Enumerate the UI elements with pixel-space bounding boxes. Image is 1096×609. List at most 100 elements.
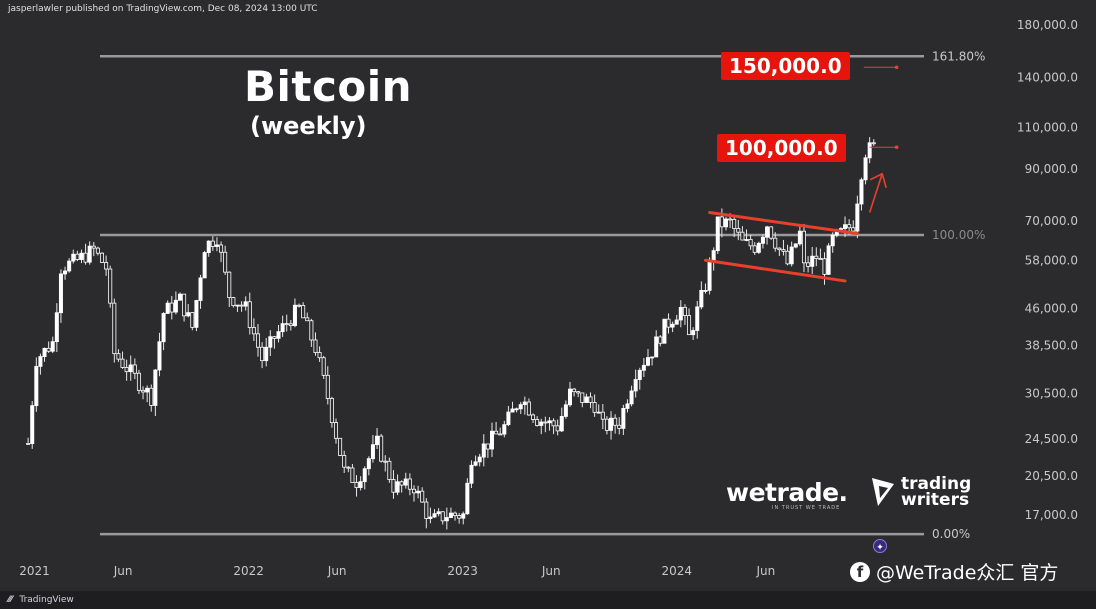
candle-body — [128, 364, 133, 373]
time-tick-label: 2024 — [661, 564, 692, 578]
candle-body — [801, 230, 806, 264]
candle-body — [375, 435, 380, 446]
candle-body — [157, 341, 162, 371]
candle-body — [83, 252, 88, 263]
candle-body — [79, 252, 84, 260]
time-tick-label: Jun — [755, 564, 775, 578]
candle-body — [789, 246, 794, 265]
candle-body — [227, 271, 232, 299]
candle-body — [744, 239, 749, 241]
candle-body — [116, 353, 121, 360]
candle-body — [728, 218, 733, 221]
channel-trendline[interactable] — [708, 211, 859, 235]
candle-body — [633, 379, 638, 392]
candle-body — [214, 244, 219, 247]
candle-body — [650, 356, 655, 359]
candle-body — [609, 417, 614, 431]
candle-body — [613, 417, 618, 426]
candle-body — [756, 242, 761, 253]
candle-body — [186, 312, 191, 317]
candle-body — [502, 424, 507, 435]
candle-body — [822, 258, 827, 275]
candle-body — [863, 157, 868, 181]
candle-body — [30, 405, 35, 444]
price-tick-label: 70,000.0 — [1025, 214, 1078, 228]
candle-body — [457, 515, 462, 519]
candle-body — [161, 313, 166, 343]
candle-body — [518, 404, 523, 410]
candle-body — [670, 323, 675, 328]
candle-body — [580, 392, 585, 403]
price-tick-label: 58,000.0 — [1025, 253, 1078, 267]
wetrade-tagline: IN TRUST WE TRADE — [772, 505, 841, 511]
candle-body — [272, 336, 277, 339]
candle-body — [559, 416, 564, 432]
candle-body — [719, 216, 724, 228]
candle-body — [567, 388, 572, 406]
candle-body — [645, 357, 650, 366]
candle-body — [485, 443, 490, 450]
candle-body — [555, 425, 560, 432]
candle-body — [198, 277, 203, 301]
candle-body — [432, 513, 437, 518]
event-marker-icon[interactable] — [873, 539, 887, 553]
price-axis[interactable]: 180,000.0 140,000.0 110,000.0 90,000.0 70,00… — [1017, 18, 1078, 522]
candle-body — [395, 481, 400, 493]
candle-body — [510, 408, 515, 413]
candle-body — [247, 301, 252, 328]
candle-body — [321, 357, 326, 376]
candle-body — [108, 268, 113, 304]
upward-arrow-icon[interactable] — [868, 173, 883, 213]
candle-body — [711, 250, 716, 262]
drawings — [703, 65, 899, 283]
candle-body — [461, 513, 466, 519]
time-tick-label: Jun — [113, 564, 133, 578]
candle-body — [284, 323, 289, 326]
fib-level-label: 100.00% — [932, 228, 985, 242]
watermark-text: @WeTrade众汇 官方 — [876, 562, 1059, 584]
candle-body — [535, 419, 540, 426]
candle-body — [292, 304, 297, 327]
candle-body — [469, 464, 474, 484]
candle-body — [526, 401, 531, 416]
candle-body — [141, 389, 146, 393]
publisher-header: jasperlawler published on TradingView.co… — [8, 4, 318, 14]
candle-body — [629, 390, 634, 405]
candle-body — [830, 234, 835, 247]
time-axis[interactable]: 2021 Jun 2022 Jun 2023 Jun 2024 Jun — [19, 564, 775, 578]
candle-body — [387, 460, 392, 480]
target-level-endpoint — [894, 145, 899, 150]
candle-body — [379, 435, 384, 462]
candle-body — [810, 255, 815, 267]
candle-body — [104, 262, 109, 270]
candle-body — [703, 290, 708, 292]
channel-trendline[interactable] — [703, 258, 847, 283]
candle-body — [695, 306, 700, 331]
candle-body — [723, 218, 728, 228]
candle-body — [63, 270, 68, 275]
candle-body — [71, 253, 76, 262]
candle-body — [34, 365, 39, 407]
candle-body — [136, 372, 141, 391]
chart-subtitle: (weekly) — [250, 112, 367, 140]
candle-body — [797, 230, 802, 245]
candle-body — [752, 245, 757, 253]
candle-body — [391, 479, 396, 493]
candle-body — [202, 252, 207, 279]
candle-body — [210, 240, 215, 247]
candle-body — [317, 352, 322, 359]
candle-body — [440, 511, 445, 522]
candle-body — [592, 402, 597, 413]
time-tick-label: Jun — [327, 564, 347, 578]
candle-body — [177, 293, 182, 301]
candle-body — [682, 306, 687, 316]
target-150k-callout: 150,000.0 — [721, 52, 850, 80]
candle-body — [637, 369, 642, 380]
candle-body — [448, 512, 453, 518]
candle-body — [132, 364, 137, 374]
candle-body — [112, 302, 117, 355]
tradingview-logo-icon: ⁄⁄⁄ — [8, 595, 13, 605]
candle-body — [855, 203, 860, 232]
candle-body — [654, 336, 659, 358]
